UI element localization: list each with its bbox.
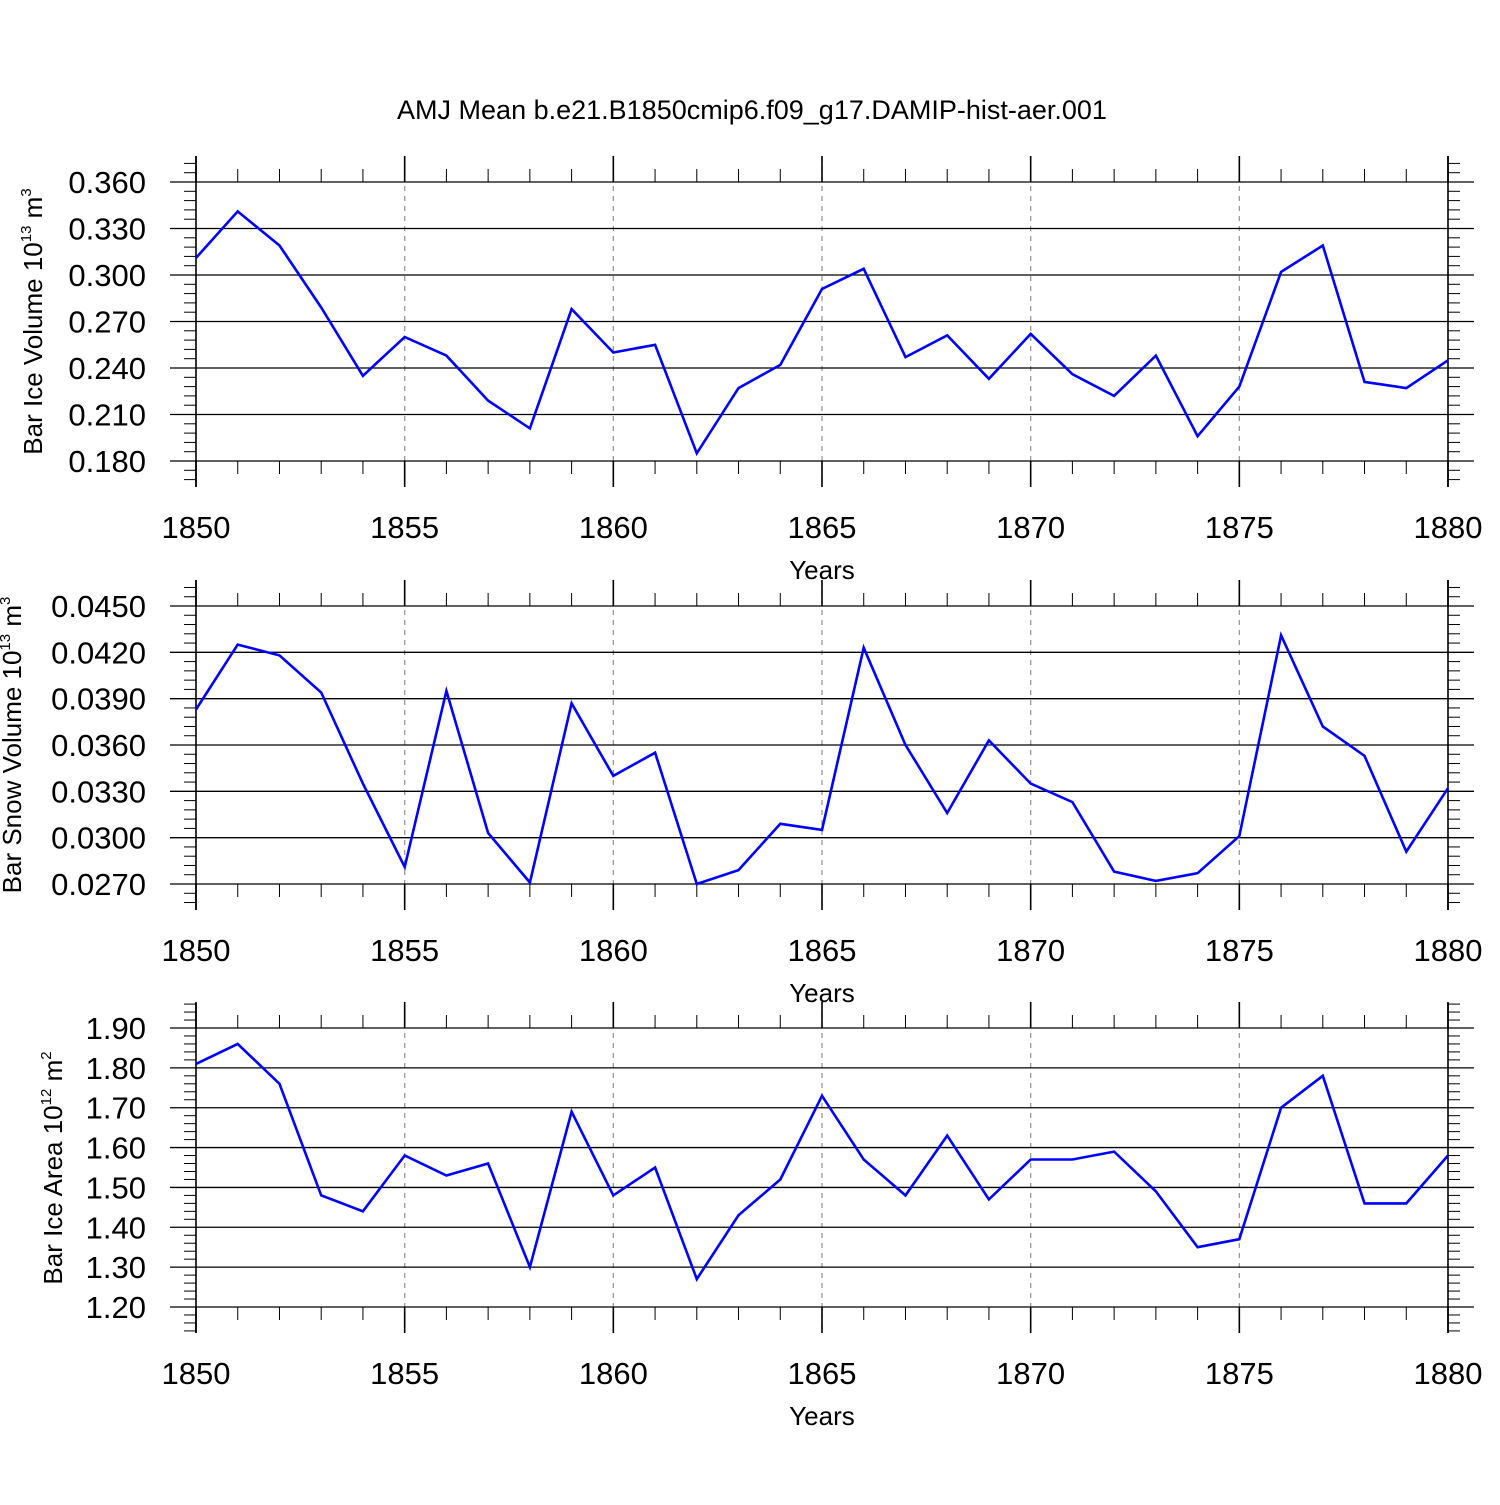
y-axis-title-exponent: 13 [18, 226, 35, 243]
x-tick-label: 1855 [370, 510, 439, 545]
y-axis-title: Bar Snow Volume 1013 m3 [0, 597, 27, 894]
x-tick-label: 1860 [579, 1356, 648, 1391]
y-tick-label: 0.0330 [51, 774, 146, 809]
x-tick-label: 1875 [1205, 933, 1274, 968]
x-axis-title: Years [789, 1401, 855, 1431]
y-axis-title-unit: m [0, 605, 27, 634]
y-tick-label: 1.80 [86, 1051, 146, 1086]
x-tick-label: 1880 [1414, 510, 1483, 545]
y-tick-label: 1.90 [86, 1011, 146, 1046]
y-tick-label: 0.360 [68, 165, 146, 200]
x-tick-label: 1870 [996, 1356, 1065, 1391]
chart-panel-2: 0.0270 0.0300 0.0330 0.0360 0.0390 0.0420 0.04… [0, 580, 1482, 1008]
y-tick-label: 0.210 [68, 398, 146, 433]
y-axis-title-main: Bar Snow Volume 10 [0, 651, 27, 894]
x-tick-label: 1860 [579, 510, 648, 545]
y-tick-label: 0.240 [68, 351, 146, 386]
x-tick-label: 1850 [162, 933, 231, 968]
y-tick-label: 1.50 [86, 1170, 146, 1205]
x-tick-label: 1865 [788, 933, 857, 968]
y-axis-title-exponent: 12 [38, 1089, 55, 1106]
y-tick-label: 0.0420 [51, 635, 146, 670]
y-tick-label: 0.0390 [51, 682, 146, 717]
x-tick-label: 1850 [162, 1356, 231, 1391]
y-tick-label: 0.300 [68, 258, 146, 293]
x-tick-label: 1855 [370, 933, 439, 968]
y-tick-label: 0.180 [68, 444, 146, 479]
y-axis-title-exponent: 13 [0, 634, 14, 651]
y-tick-label: 1.20 [86, 1290, 146, 1325]
x-tick-label: 1865 [788, 1356, 857, 1391]
x-tick-label: 1875 [1205, 1356, 1274, 1391]
y-axis-title-unit: m [18, 197, 48, 226]
y-tick-label: 0.330 [68, 212, 146, 247]
x-tick-label: 1880 [1414, 1356, 1483, 1391]
x-tick-label: 1855 [370, 1356, 439, 1391]
y-axis-title-unit-exponent: 3 [0, 597, 14, 605]
y-axis-title-main: Bar Ice Area 10 [38, 1105, 68, 1284]
y-axis-title-unit: m [38, 1060, 68, 1089]
x-tick-label: 1870 [996, 933, 1065, 968]
y-tick-label: 0.0360 [51, 728, 146, 763]
y-axis-title: Bar Ice Volume 1013 m3 [18, 188, 48, 454]
chart-panel-3: 1.20 1.30 1.40 1.50 1.60 1.70 1.80 1.90 1850 1855… [38, 1002, 1482, 1431]
y-axis-title-unit-exponent: 2 [38, 1051, 55, 1059]
y-tick-label: 1.70 [86, 1091, 146, 1126]
y-tick-label: 0.0300 [51, 821, 146, 856]
x-tick-label: 1865 [788, 510, 857, 545]
chart-panel-1: 0.180 0.210 0.240 0.270 0.300 0.330 0.360 1850 1… [18, 156, 1482, 585]
y-tick-label: 1.60 [86, 1131, 146, 1166]
y-axis-title-main: Bar Ice Volume 10 [18, 242, 48, 454]
y-tick-label: 0.270 [68, 305, 146, 340]
x-tick-label: 1850 [162, 510, 231, 545]
y-axis-title-unit-exponent: 3 [18, 188, 35, 196]
y-tick-label: 1.40 [86, 1210, 146, 1245]
y-axis-title: Bar Ice Area 1012 m2 [38, 1051, 68, 1284]
x-tick-label: 1870 [996, 510, 1065, 545]
y-tick-label: 1.30 [86, 1250, 146, 1285]
x-tick-label: 1860 [579, 933, 648, 968]
x-tick-label: 1880 [1414, 933, 1483, 968]
chart-title: AMJ Mean b.e21.B1850cmip6.f09_g17.DAMIP-… [397, 95, 1107, 125]
y-tick-label: 0.0270 [51, 867, 146, 902]
y-tick-label: 0.0450 [51, 589, 146, 624]
x-tick-label: 1875 [1205, 510, 1274, 545]
